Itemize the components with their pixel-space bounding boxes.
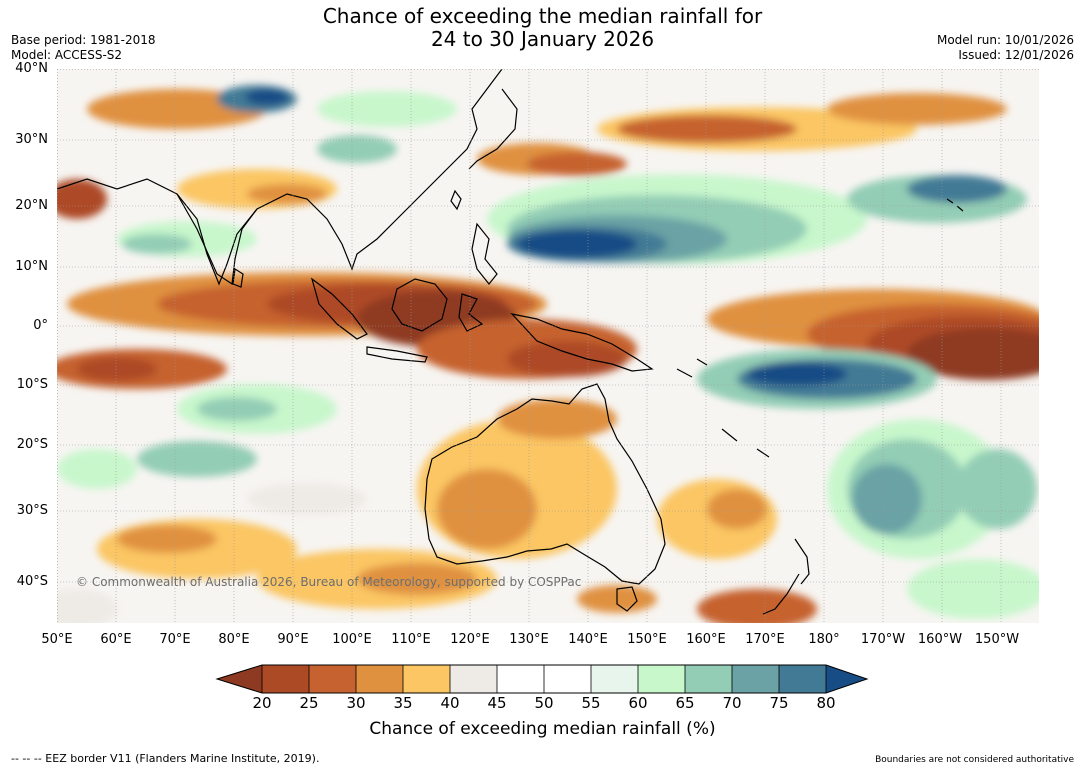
- boundaries-disclaimer: Boundaries are not considered authoritat…: [875, 755, 1074, 765]
- sri-lanka-coastline: [232, 267, 244, 288]
- pacific-islands-coastline: [676, 358, 770, 458]
- colorbar-tick-45: 45: [487, 694, 507, 712]
- lat-label-40s: 40°S: [16, 574, 48, 589]
- copyright-watermark: © Commonwealth of Australia 2026, Bureau…: [76, 575, 582, 589]
- colorbar-tick-35: 35: [393, 694, 413, 712]
- lat-label-30n: 30°N: [15, 132, 48, 147]
- philippines-coastline: [471, 222, 498, 285]
- colorbar-tick-60: 60: [628, 694, 648, 712]
- graticule: [57, 69, 1039, 623]
- colorbar-swatch-35-40: [403, 665, 450, 693]
- coastlines: [57, 69, 964, 615]
- colorbar-swatch-55-60: [591, 665, 638, 693]
- lon-label-50e: 50°E: [41, 632, 73, 647]
- lat-label-40n: 40°N: [15, 61, 48, 76]
- lat-label-10n: 10°N: [15, 259, 48, 274]
- lat-label-20s: 20°S: [16, 437, 48, 452]
- lat-label-10s: 10°S: [16, 377, 48, 392]
- model-name: Model: ACCESS-S2: [11, 48, 123, 62]
- lon-label-90e: 90°E: [277, 632, 309, 647]
- new-zealand-coastline: [762, 538, 810, 615]
- colorbar-tick-55: 55: [581, 694, 601, 712]
- lon-label-140e: 140°E: [568, 632, 608, 647]
- issued-date: Issued: 12/01/2026: [958, 48, 1074, 62]
- lon-label-160e: 160°E: [686, 632, 726, 647]
- new-guinea-coastline: [510, 313, 654, 372]
- colorbar-swatch-40-45: [450, 665, 497, 693]
- colorbar-tick-75: 75: [769, 694, 789, 712]
- colorbar-tick-70: 70: [722, 694, 742, 712]
- colorbar-tick-30: 30: [346, 694, 366, 712]
- lon-label-70e: 70°E: [159, 632, 191, 647]
- colorbar-tick-50: 50: [534, 694, 554, 712]
- lat-label-20n: 20°N: [15, 198, 48, 213]
- colorbar-tick-20: 20: [252, 694, 272, 712]
- colorbar-swatch-65-70: [685, 665, 732, 693]
- model-run-date: Model run: 10/01/2026: [936, 33, 1074, 47]
- map-title-line1: Chance of exceeding the median rainfall …: [322, 4, 763, 28]
- colorbar-swatch-45-50: [497, 665, 544, 693]
- lon-label-170w: 170°W: [860, 632, 906, 647]
- asia-coastline: [57, 69, 503, 286]
- colorbar-swatch-70-75: [732, 665, 779, 693]
- eez-border-note: -- -- -- EEZ border V11 (Flanders Marine…: [11, 752, 320, 765]
- lat-label-30s: 30°S: [16, 503, 48, 518]
- sumatra-coastline: [310, 277, 368, 340]
- colorbar-swatch-75-80: [779, 665, 826, 693]
- taiwan-coastline: [450, 189, 462, 211]
- borneo-coastline: [391, 278, 448, 332]
- lon-label-150w: 150°W: [974, 632, 1020, 647]
- lon-label-120e: 120°E: [450, 632, 490, 647]
- probability-field: [57, 85, 1039, 623]
- lon-label-110e: 110°E: [391, 632, 431, 647]
- colorbar-tick-40: 40: [440, 694, 460, 712]
- colorbar-swatch-25-30: [309, 665, 356, 693]
- lon-label-170e: 170°E: [745, 632, 785, 647]
- java-coastline: [366, 346, 428, 363]
- tasmania-coastline: [616, 586, 638, 612]
- rainfall-map: [57, 69, 1039, 623]
- base-period: Base period: 1981-2018: [11, 33, 156, 47]
- hawaii-coastline: [946, 198, 964, 212]
- colorbar-below-20-arrow: [217, 665, 262, 693]
- lon-label-60e: 60°E: [100, 632, 132, 647]
- colorbar: [215, 664, 869, 694]
- colorbar-label: Chance of exceeding median rainfall (%): [369, 719, 716, 739]
- australia-coastline: [424, 383, 666, 585]
- map-title-line2: 24 to 30 January 2026: [430, 27, 655, 51]
- colorbar-tick-25: 25: [299, 694, 319, 712]
- colorbar-swatch-50-55: [544, 665, 591, 693]
- colorbar-tick-65: 65: [675, 694, 695, 712]
- map-canvas: [57, 69, 1039, 623]
- colorbar-swatch-30-35: [356, 665, 403, 693]
- sulawesi-coastline: [458, 293, 484, 332]
- lon-label-180: 180°: [808, 632, 840, 647]
- india-coastline: [176, 193, 258, 286]
- colorbar-swatch-20-25: [262, 665, 309, 693]
- lat-label-0: 0°: [33, 318, 48, 333]
- lon-label-160w: 160°W: [917, 632, 963, 647]
- lon-label-100e: 100°E: [332, 632, 372, 647]
- lon-label-80e: 80°E: [218, 632, 250, 647]
- colorbar-tick-80: 80: [816, 694, 836, 712]
- colorbar-above-80-arrow: [826, 665, 867, 693]
- lon-label-130e: 130°E: [509, 632, 549, 647]
- japan-coastline: [468, 88, 518, 170]
- colorbar-swatch-60-65: [638, 665, 685, 693]
- lon-label-150e: 150°E: [627, 632, 667, 647]
